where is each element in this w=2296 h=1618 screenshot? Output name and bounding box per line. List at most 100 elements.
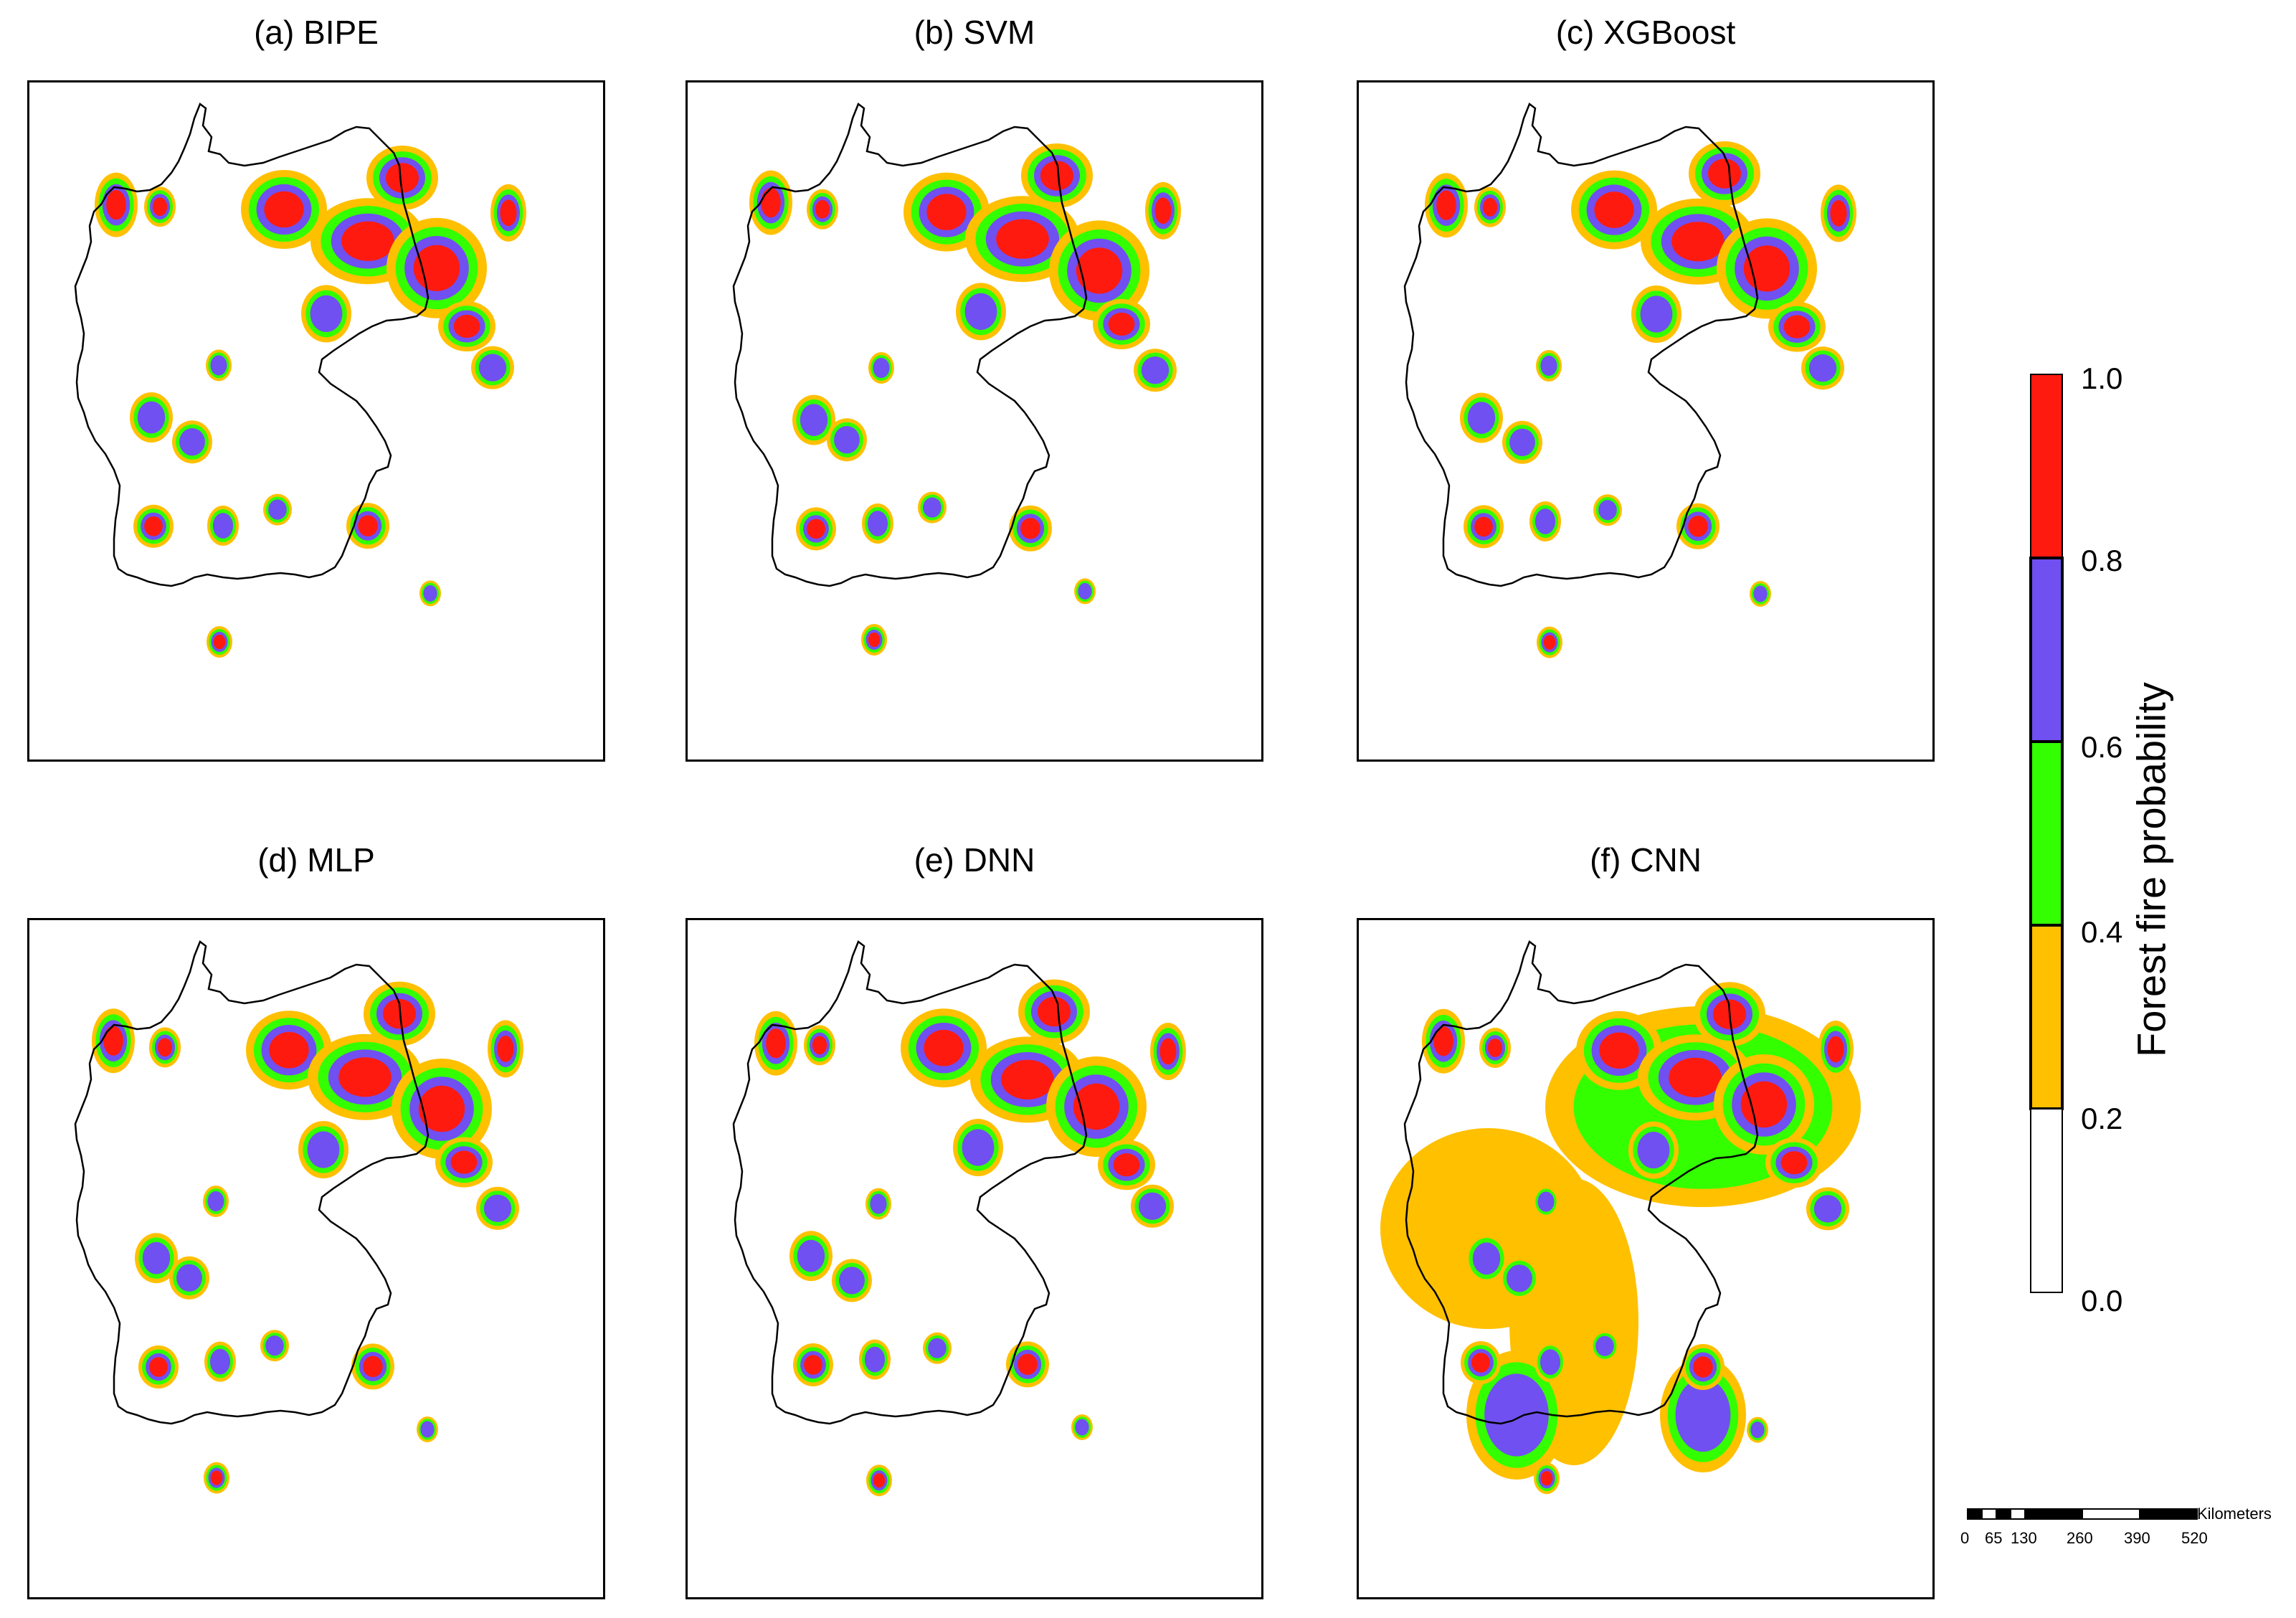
probability-zone: [1827, 1036, 1844, 1063]
panel-title-a: (a) BIPE: [254, 14, 379, 51]
panel-title-f: (f) CNN: [1590, 841, 1702, 879]
probability-zone: [815, 199, 830, 219]
probability-zone: [1830, 200, 1847, 227]
scale-tick-0: 0: [1960, 1529, 1970, 1547]
probability-zone: [873, 357, 890, 379]
probability-zone: [1543, 635, 1556, 650]
probability-zone: [812, 1036, 827, 1055]
probability-zone: [1509, 428, 1535, 456]
probability-zone: [338, 1057, 392, 1097]
probability-zone: [1594, 191, 1634, 228]
probability-zone: [413, 245, 460, 291]
probability-zone: [1484, 1373, 1549, 1457]
probability-zone: [1472, 1242, 1501, 1275]
germany-border: [1403, 940, 1759, 1425]
scale-tick-520: 520: [2181, 1529, 2208, 1547]
colorbar-tick-0.2: 0.2: [2081, 1102, 2123, 1135]
colorbar-tick-0.4: 0.4: [2081, 915, 2123, 949]
probability-zone: [207, 1191, 224, 1212]
scale-bar-unit: Kilometers: [2197, 1505, 2272, 1523]
probability-zone: [797, 1239, 825, 1272]
map-panel-c: [1357, 80, 1935, 762]
probability-zone: [106, 189, 126, 220]
probability-zone: [1808, 354, 1837, 382]
probability-zone: [1671, 222, 1725, 262]
probability-zone: [210, 355, 227, 376]
probability-zone: [1780, 1151, 1808, 1175]
probability-zone: [962, 1129, 995, 1166]
colorbar-title: Forest fire probability: [2128, 682, 2174, 1057]
panel-title-b: (b) SVM: [914, 14, 1035, 51]
probability-zone: [1537, 1191, 1555, 1212]
probability-zone: [1783, 315, 1811, 339]
probability-zone: [1540, 355, 1557, 377]
probability-zone: [500, 199, 517, 227]
germany-border: [74, 103, 430, 587]
scale-bar: [1967, 1508, 2198, 1520]
germany-map-a: [74, 103, 526, 658]
probability-zone: [1540, 1349, 1561, 1376]
probability-zone: [483, 1194, 512, 1222]
scale-bar-segment: [2139, 1508, 2198, 1520]
probability-zone: [873, 1473, 886, 1488]
panel-title-e: (e) DNN: [914, 841, 1035, 879]
probability-zone: [1507, 1264, 1532, 1292]
colorbar-tick-1.0: 1.0: [2081, 361, 2123, 395]
probability-zone: [1471, 1353, 1490, 1373]
probability-zone: [834, 426, 860, 454]
probability-zone: [152, 197, 168, 217]
probability-zone: [212, 513, 234, 539]
probability-zone: [264, 191, 304, 228]
probability-zone: [1154, 197, 1172, 224]
probability-zone: [1467, 402, 1496, 434]
probability-zone: [800, 404, 828, 436]
probability-zone: [142, 1241, 171, 1274]
probability-zone: [1040, 161, 1073, 191]
probability-zone: [1743, 245, 1790, 292]
probability-zone: [1669, 1057, 1722, 1097]
scale-tick-260: 260: [2067, 1529, 2093, 1547]
scale-bar-segment: [2010, 1508, 2026, 1520]
panel-title-c: (c) XGBoost: [1555, 14, 1736, 51]
probability-zone: [807, 519, 825, 539]
probability-zone: [423, 585, 437, 602]
probability-zone: [1487, 1039, 1503, 1057]
probability-zone: [179, 428, 205, 456]
scale-tick-130: 130: [2011, 1529, 2037, 1547]
germany-map-c: [1403, 103, 1856, 658]
colorbar-segment: [2029, 557, 2064, 743]
probability-zone: [1138, 1192, 1167, 1220]
germany-map-f: [1380, 940, 1861, 1495]
probability-zone: [149, 1357, 168, 1377]
probability-zone: [1482, 197, 1498, 217]
probability-zone: [928, 1338, 947, 1358]
probability-zone: [420, 1421, 435, 1438]
map-panel-a: [27, 80, 605, 762]
map-panel-e: [686, 918, 1263, 1599]
probability-zone: [265, 1335, 284, 1356]
probability-zone: [1474, 516, 1493, 537]
probability-zone: [864, 1346, 886, 1373]
scale-tick-65: 65: [1985, 1529, 2003, 1547]
probability-zone: [1433, 1026, 1453, 1056]
probability-zone: [926, 194, 967, 230]
map-panel-f: [1357, 918, 1935, 1599]
germany-map-d: [74, 940, 523, 1494]
color-bar: [2029, 374, 2064, 1293]
probability-zone: [1599, 1032, 1639, 1069]
probability-zone: [1637, 1132, 1670, 1169]
probability-zone: [1141, 356, 1170, 384]
probability-zone: [418, 1085, 465, 1132]
probability-zone: [839, 1267, 865, 1295]
colorbar-segment: [2030, 1108, 2063, 1293]
probability-zone: [210, 1470, 223, 1485]
probability-zone: [1159, 1038, 1177, 1065]
probability-zone: [209, 1348, 231, 1375]
probability-zone: [1640, 295, 1673, 333]
germany-border: [1403, 103, 1759, 587]
probability-zone: [157, 1038, 173, 1057]
germany-map-e: [732, 940, 1186, 1497]
probability-zone: [1073, 1083, 1120, 1130]
probability-zone: [497, 1036, 514, 1062]
probability-zone: [310, 295, 343, 332]
